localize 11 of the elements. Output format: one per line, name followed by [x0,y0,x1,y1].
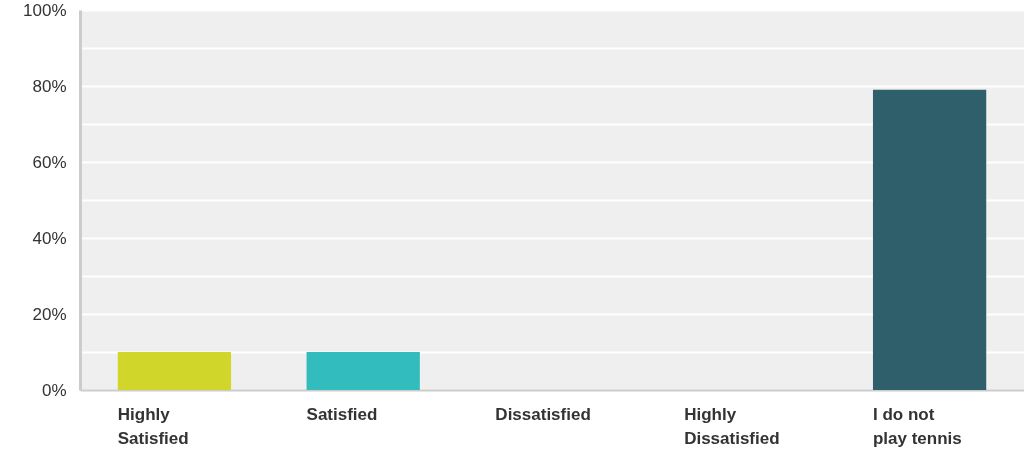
x-tick-label: Highly Satisfied [117,404,189,448]
x-tick-label: Satisfied [306,404,378,424]
x-tick-label: I do not play tennis [872,404,962,448]
y-tick-label: 60% [32,152,67,172]
y-tick-label: 40% [32,228,67,248]
x-tick-label: Dissatisfied [495,404,591,424]
y-tick-label: 80% [32,76,67,96]
y-tick-label: 100% [23,0,67,20]
x-tick-label: Highly Dissatisfied [684,404,780,448]
y-tick-label: 0% [41,380,67,400]
y-tick-label: 20% [32,304,67,324]
